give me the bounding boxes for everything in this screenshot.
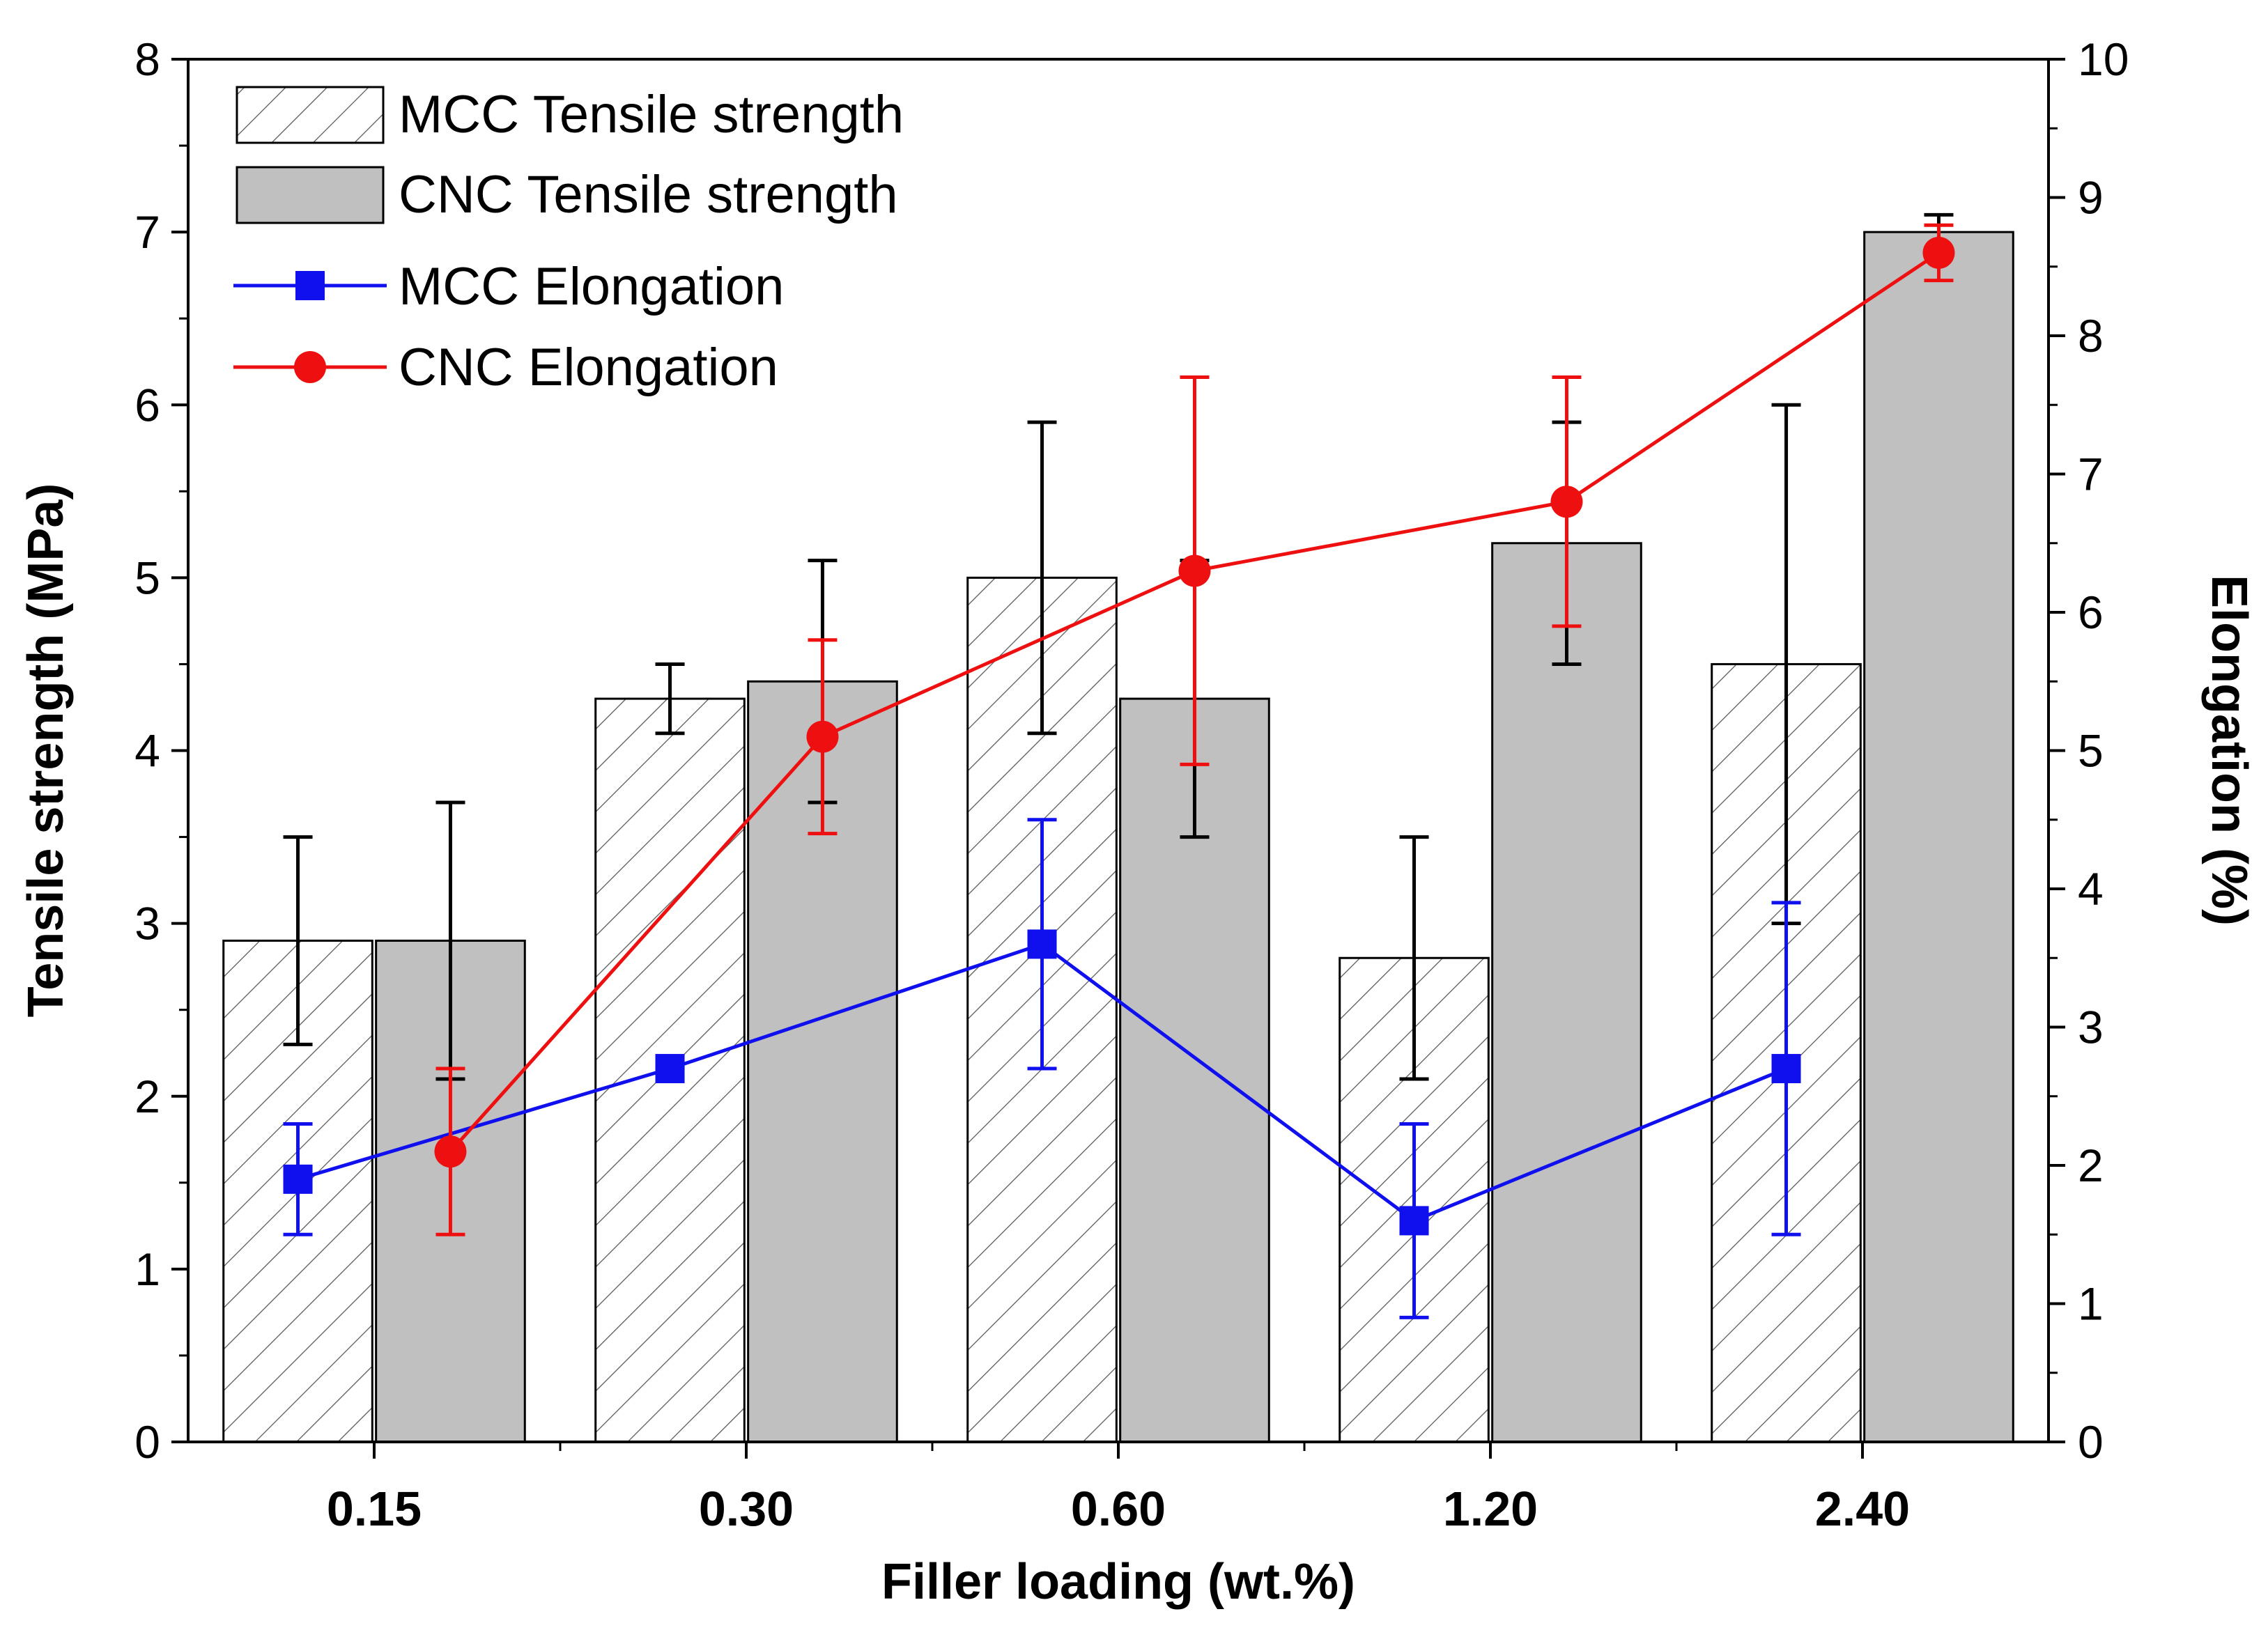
y2-tick-label: 9 <box>2078 172 2104 224</box>
y2-tick-label: 1 <box>2078 1278 2104 1330</box>
cnc-tensile-bar <box>1491 542 1642 1443</box>
y2-tick-label: 10 <box>2078 33 2129 85</box>
y-tick-label: 8 <box>134 33 160 85</box>
legend-marker-cnc-elongation <box>294 351 326 383</box>
cnc-elongation-point <box>1550 486 1583 518</box>
x-tick-label: 1.20 <box>1443 1482 1538 1536</box>
mcc-elongation-point <box>1027 929 1057 959</box>
legend-swatch-mcc-tensile <box>236 86 385 144</box>
y2-tick-label: 2 <box>2078 1140 2104 1191</box>
x-tick-label: 2.40 <box>1815 1482 1910 1536</box>
legend-label-mcc-elongation: MCC Elongation <box>399 257 784 316</box>
cnc-elongation-point <box>1922 236 1955 269</box>
legend-swatch-cnc-tensile <box>236 166 385 224</box>
legend-label-cnc-tensile: CNC Tensile strength <box>399 165 898 224</box>
legend-marker-mcc-elongation <box>295 271 325 300</box>
legend-label-cnc-elongation: CNC Elongation <box>399 338 778 397</box>
cnc-elongation-point <box>1178 554 1211 587</box>
cnc-elongation-point <box>434 1135 467 1168</box>
y2-tick-label: 8 <box>2078 310 2104 362</box>
cnc-elongation-point <box>806 720 839 753</box>
mcc-elongation-point <box>1399 1206 1429 1236</box>
left-axis: 0 1 2 3 4 5 6 7 8 <box>134 33 188 1468</box>
right-axis: 0 1 2 3 4 5 6 7 8 9 10 <box>2049 33 2129 1468</box>
y2-tick-label: 3 <box>2078 1002 2104 1053</box>
x-axis: 0.15 0.30 0.60 1.20 2.40 <box>327 1442 1910 1536</box>
y-tick-label: 7 <box>134 206 160 258</box>
y-tick-label: 1 <box>134 1243 160 1295</box>
y-tick-label: 6 <box>134 379 160 430</box>
y-tick-label: 3 <box>134 898 160 949</box>
y2-axis-title: Elongation (%) <box>2201 575 2257 926</box>
y-tick-label: 5 <box>134 552 160 603</box>
mcc-elongation-point <box>655 1054 685 1084</box>
x-tick-label: 0.60 <box>1071 1482 1166 1536</box>
legend: MCC Tensile strength CNC Tensile strengt… <box>233 85 904 397</box>
bars-layer <box>222 231 2014 1443</box>
y-tick-label: 0 <box>134 1416 160 1468</box>
y2-tick-label: 4 <box>2078 863 2104 915</box>
y2-tick-label: 5 <box>2078 725 2104 777</box>
cnc-tensile-bar <box>1863 231 2014 1443</box>
legend-label-mcc-tensile: MCC Tensile strength <box>399 85 904 144</box>
x-tick-label: 0.30 <box>699 1482 794 1536</box>
mcc-elongation-point <box>283 1164 313 1194</box>
y-axis-title: Tensile strength (MPa) <box>18 483 74 1018</box>
y-tick-label: 2 <box>134 1071 160 1122</box>
y2-tick-label: 7 <box>2078 449 2104 500</box>
mcc-elongation-point <box>1771 1054 1801 1084</box>
x-axis-title: Filler loading (wt.%) <box>881 1554 1355 1610</box>
y2-tick-label: 0 <box>2078 1416 2104 1468</box>
y-tick-label: 4 <box>134 725 160 777</box>
elongation-lines-layer <box>283 223 1955 1319</box>
x-tick-label: 0.15 <box>327 1482 422 1536</box>
y2-tick-label: 6 <box>2078 587 2104 638</box>
